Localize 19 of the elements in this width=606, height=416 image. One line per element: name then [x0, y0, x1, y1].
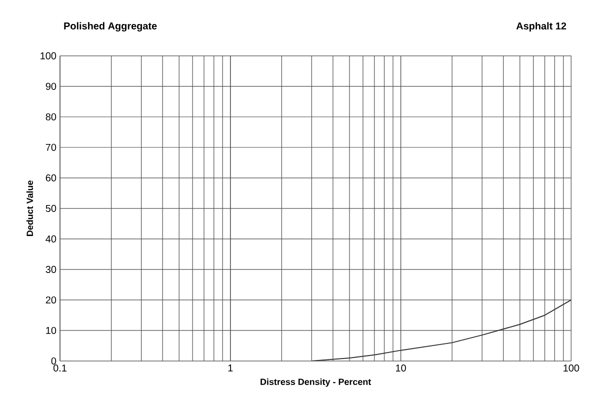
- y-tick-label: 40: [46, 235, 56, 242]
- x-tick-label: 0.1: [53, 364, 66, 372]
- y-tick-label: 10: [46, 326, 56, 334]
- y-tick-label: 90: [46, 82, 56, 90]
- y-tick-label: 0: [51, 357, 56, 365]
- y-tick-label: 70: [46, 144, 56, 151]
- x-tick-label: 100: [564, 364, 580, 372]
- y-axis-title: Deduct Value: [26, 180, 34, 236]
- chart-subtitle: Asphalt 12: [516, 22, 566, 32]
- x-tick-label: 10: [396, 364, 406, 372]
- y-tick-label: 20: [46, 296, 56, 304]
- x-tick-label: 1: [228, 364, 233, 372]
- y-tick-label: 100: [40, 52, 56, 60]
- x-axis-title: Distress Density - Percent: [260, 378, 372, 387]
- chart-title: Polished Aggregate: [64, 22, 157, 32]
- y-tick-label: 30: [46, 266, 56, 273]
- y-tick-label: 80: [46, 113, 56, 120]
- y-tick-label: 50: [46, 204, 56, 212]
- y-tick-label: 60: [46, 174, 56, 182]
